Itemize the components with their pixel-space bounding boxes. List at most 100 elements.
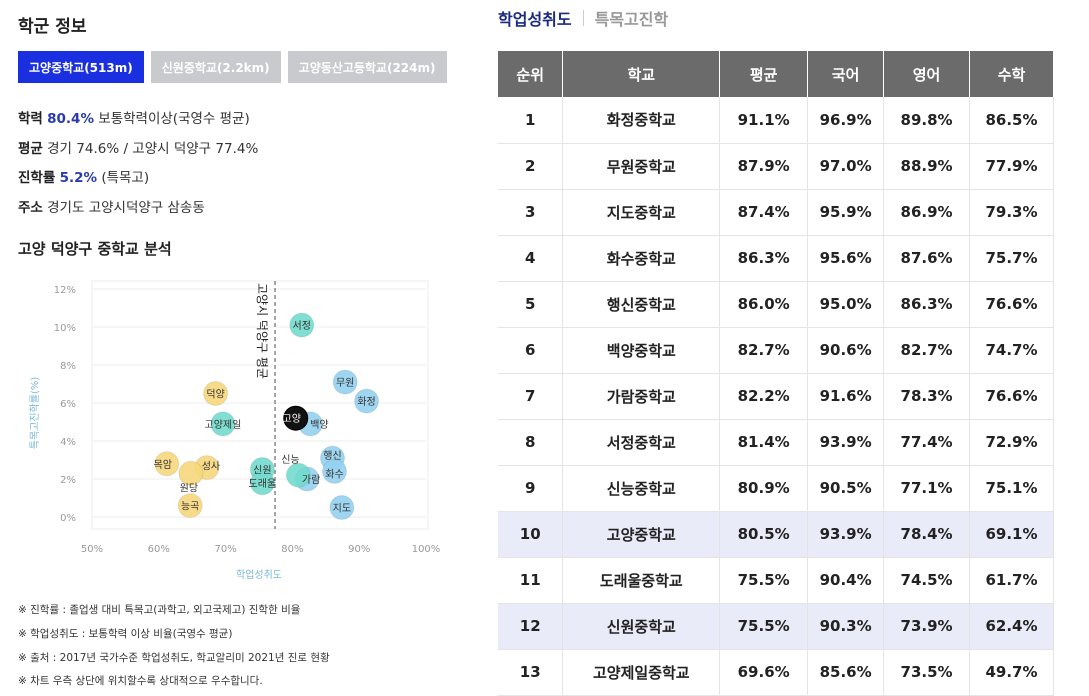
table-row[interactable]: 5 행신중학교 86.0% 95.0% 86.3% 76.6%	[498, 281, 1054, 328]
column-header: 순위	[498, 51, 564, 97]
table-cell: 10	[498, 511, 564, 558]
table-cell: 75.5%	[719, 557, 809, 604]
table-cell: 90.3%	[807, 603, 885, 650]
table-row[interactable]: 9 신능중학교 80.9% 90.5% 77.1% 75.1%	[498, 465, 1054, 512]
table-cell: 87.6%	[883, 235, 971, 282]
table-row[interactable]: 1 화정중학교 91.1% 96.9% 89.8% 86.5%	[498, 97, 1054, 144]
bubble-label: 신원	[253, 465, 271, 477]
column-header: 수학	[969, 51, 1054, 97]
column-header: 영어	[883, 51, 971, 97]
table-cell: 백양중학교	[562, 327, 721, 374]
bubble-label: 덕양	[206, 389, 224, 401]
school-button-dongsan[interactable]: 고양동산고등학교(224m)	[287, 51, 447, 83]
table-cell: 75.7%	[969, 235, 1054, 282]
table-cell: 신능중학교	[562, 465, 721, 512]
bubble-덕양	[203, 381, 229, 406]
table-row[interactable]: 13 고양제일중학교 69.6% 85.6% 73.5% 49.7%	[498, 649, 1054, 696]
table-row[interactable]: 2 무원중학교 87.9% 97.0% 88.9% 77.9%	[498, 143, 1054, 190]
table-cell: 73.9%	[883, 603, 971, 650]
table-cell: 49.7%	[969, 649, 1054, 696]
y-tick-label: 2%	[60, 475, 76, 486]
table-cell: 가람중학교	[562, 373, 721, 420]
table-cell: 82.7%	[883, 327, 971, 374]
y-tick-label: 8%	[60, 361, 76, 372]
table-cell: 8	[498, 419, 564, 466]
table-cell: 화정중학교	[562, 97, 721, 144]
table-row[interactable]: 11 도래울중학교 75.5% 90.4% 74.5% 61.7%	[498, 557, 1054, 604]
table-row[interactable]: 10 고양중학교 80.5% 93.9% 78.4% 69.1%	[498, 511, 1054, 558]
table-row[interactable]: 3 지도중학교 87.4% 95.9% 86.9% 79.3%	[498, 189, 1054, 236]
table-cell: 6	[498, 327, 564, 374]
table-cell: 무원중학교	[562, 143, 721, 190]
note: ※ 진학률 : 졸업생 대비 특목고(과학고, 외고국제고) 진학한 비율	[18, 604, 301, 616]
table-row[interactable]: 8 서정중학교 81.4% 93.9% 77.4% 72.9%	[498, 419, 1054, 466]
table-cell: 78.3%	[883, 373, 971, 420]
note: ※ 차트 우측 상단에 위치할수록 상대적으로 우수합니다.	[18, 675, 263, 687]
tab-advancement[interactable]: 특목고진학	[594, 10, 669, 29]
table-cell: 79.3%	[969, 189, 1054, 236]
average-line-label: 고양시 덕양구 평균	[255, 283, 269, 379]
bubble-label: 고양제일	[205, 419, 242, 431]
bubble-label: 화정	[357, 396, 375, 408]
table-row[interactable]: 6 백양중학교 82.7% 90.6% 82.7% 74.7%	[498, 327, 1054, 374]
tabs: 학업성취도 특목고진학	[498, 6, 668, 30]
tab-divider	[582, 10, 584, 26]
table-cell: 2	[498, 143, 564, 190]
school-button-goyang[interactable]: 고양중학교(513m)	[18, 51, 144, 83]
plot-area	[91, 280, 429, 530]
table-cell: 75.5%	[719, 603, 809, 650]
column-header: 국어	[807, 51, 885, 97]
bubble-고양	[283, 405, 309, 431]
table-cell: 3	[498, 189, 564, 236]
table-cell: 7	[498, 373, 564, 420]
table-cell: 73.5%	[883, 649, 971, 696]
bubble-지도	[329, 495, 355, 520]
info-address: 주소 경기도 고양시덕양구 삼송동	[18, 196, 205, 216]
table-cell: 95.6%	[807, 235, 885, 282]
table-cell: 지도중학교	[562, 189, 721, 236]
table-cell: 11	[498, 557, 564, 604]
bubble-목암	[154, 451, 180, 477]
bubble-도래울	[249, 470, 275, 496]
table-cell: 80.9%	[719, 465, 809, 512]
column-header: 학교	[562, 51, 721, 97]
school-button-sinwon[interactable]: 신원중학교(2.2km)	[150, 51, 281, 83]
tab-achievement[interactable]: 학업성취도	[498, 10, 572, 29]
note: ※ 출처 : 2017년 국가수준 학업성취도, 학교알리미 2021년 진로 …	[18, 652, 330, 664]
table-cell: 9	[498, 465, 564, 512]
bubble-label: 서정	[293, 320, 311, 332]
table-row[interactable]: 12 신원중학교 75.5% 90.3% 73.9% 62.4%	[498, 603, 1054, 650]
bubble-label: 성사	[202, 461, 220, 473]
table-cell: 4	[498, 235, 564, 282]
table-cell: 87.9%	[719, 143, 809, 190]
table-cell: 76.6%	[969, 281, 1054, 328]
bubble-label: 신능	[281, 454, 299, 466]
table-cell: 75.1%	[969, 465, 1054, 512]
bubble-label: 도래울	[249, 478, 277, 490]
bubble-원당	[178, 460, 204, 486]
bubble-label: 행신	[323, 450, 341, 462]
info-text: 보통학력이상(국영수 평균)	[98, 111, 250, 127]
table-cell: 82.2%	[719, 373, 809, 420]
info-value: 5.2%	[59, 170, 98, 186]
table-cell: 신원중학교	[562, 603, 721, 650]
table-cell: 86.3%	[883, 281, 971, 328]
table-cell: 93.9%	[807, 511, 885, 558]
table-row[interactable]: 4 화수중학교 86.3% 95.6% 87.6% 75.7%	[498, 235, 1054, 282]
info-text: (특목고)	[101, 170, 150, 186]
table-cell: 86.0%	[719, 281, 809, 328]
info-key: 학력	[18, 111, 43, 127]
table-cell: 고양중학교	[562, 511, 721, 558]
bubble-화정	[354, 388, 380, 414]
info-text: 경기 74.6% / 고양시 덕양구 77.4%	[47, 141, 259, 157]
x-tick-label: 90%	[348, 544, 370, 555]
column-header: 평균	[719, 51, 809, 97]
info-text: 경기도 고양시덕양구 삼송동	[47, 200, 205, 216]
table-cell: 61.7%	[969, 557, 1054, 604]
table-cell: 96.9%	[807, 97, 885, 144]
table-cell: 91.1%	[719, 97, 809, 144]
table-row[interactable]: 7 가람중학교 82.2% 91.6% 78.3% 76.6%	[498, 373, 1054, 420]
ranking-table: 순위 학교 평균 국어 영어 수학 1 화정중학교 91.1% 96.9% 89.8% 86.5% 2…	[498, 51, 1054, 696]
bubble-신능	[285, 462, 311, 488]
table-cell: 72.9%	[969, 419, 1054, 466]
